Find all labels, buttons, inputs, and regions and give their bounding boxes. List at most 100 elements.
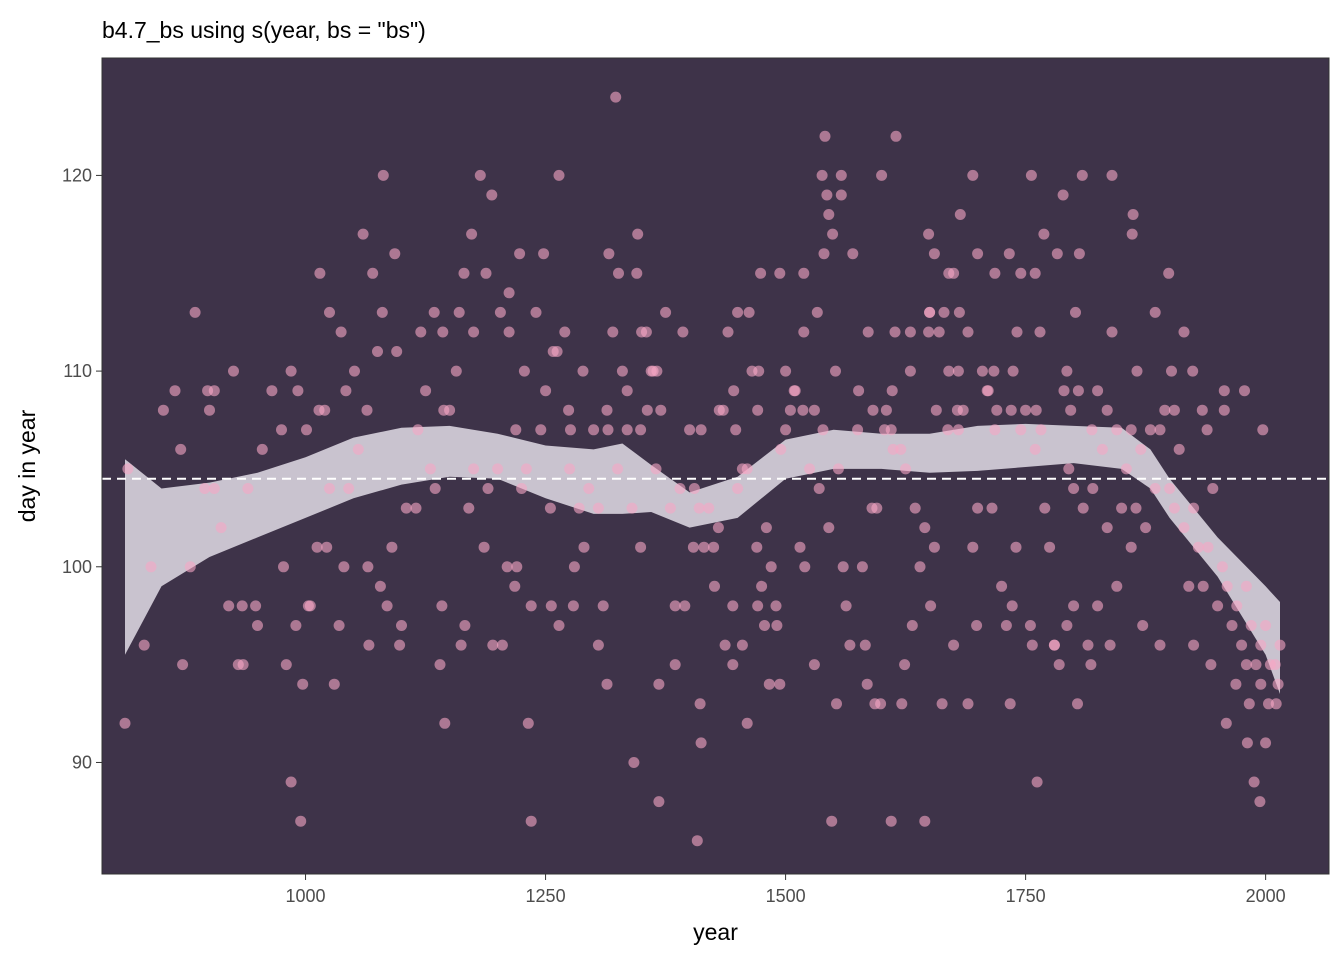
data-point — [640, 326, 652, 338]
data-point — [374, 580, 386, 592]
data-point — [292, 385, 304, 397]
data-point — [1250, 659, 1262, 671]
data-point — [852, 424, 864, 436]
data-point — [798, 267, 810, 279]
data-point — [780, 365, 792, 377]
data-point — [628, 757, 640, 768]
data-point — [904, 326, 916, 338]
data-point — [1187, 365, 1199, 377]
data-point — [991, 404, 1003, 416]
data-point — [808, 659, 820, 671]
data-point — [530, 306, 542, 318]
data-point — [1163, 267, 1175, 279]
data-point — [988, 365, 1000, 377]
data-point — [971, 620, 983, 631]
data-point — [653, 678, 665, 690]
data-point — [952, 365, 964, 377]
data-point — [1243, 698, 1255, 710]
data-point — [655, 404, 667, 416]
data-point — [381, 600, 393, 612]
data-point — [816, 169, 828, 181]
data-point — [771, 620, 783, 631]
data-point — [1003, 248, 1015, 260]
data-point — [1230, 678, 1242, 690]
data-point — [237, 659, 249, 671]
data-point — [1192, 541, 1204, 553]
data-point — [693, 502, 705, 514]
data-point — [641, 404, 653, 416]
data-point — [583, 483, 595, 494]
data-point — [1010, 541, 1022, 553]
data-point — [712, 522, 724, 534]
data-point — [157, 404, 169, 416]
data-point — [856, 561, 868, 573]
data-point — [1144, 424, 1156, 436]
data-point — [741, 463, 753, 475]
data-point — [1106, 326, 1118, 338]
y-tick-label: 100 — [62, 557, 92, 577]
data-point — [1006, 600, 1018, 612]
data-point — [823, 522, 835, 534]
data-point — [1030, 404, 1042, 416]
data-point — [621, 385, 633, 397]
data-point — [1068, 483, 1080, 494]
data-point — [567, 600, 579, 612]
data-point — [808, 404, 820, 416]
data-point — [250, 600, 262, 612]
data-point — [285, 776, 297, 788]
data-point — [879, 424, 890, 436]
data-point — [184, 561, 196, 573]
data-point — [1270, 698, 1282, 710]
data-point — [708, 541, 720, 553]
data-point — [798, 326, 810, 338]
data-point — [674, 483, 686, 494]
data-point — [1125, 424, 1137, 436]
data-point — [886, 385, 898, 397]
data-point — [333, 620, 345, 631]
data-point — [688, 483, 700, 494]
data-point — [904, 365, 916, 377]
data-point — [730, 424, 742, 436]
data-point — [1196, 404, 1208, 416]
data-point — [1205, 659, 1217, 671]
data-point — [494, 306, 506, 318]
data-point — [372, 346, 383, 357]
data-point — [290, 620, 302, 631]
data-point — [989, 267, 1001, 279]
points-layer — [119, 91, 1286, 847]
data-point — [1007, 365, 1019, 377]
data-point — [1057, 189, 1069, 201]
data-point — [943, 267, 955, 279]
data-point — [438, 404, 450, 416]
data-point — [953, 306, 965, 318]
data-point — [1140, 522, 1152, 534]
data-point — [986, 502, 998, 514]
data-point — [1168, 404, 1180, 416]
data-point — [626, 502, 638, 514]
data-point — [928, 248, 940, 260]
data-point — [1077, 502, 1089, 514]
data-point — [1166, 365, 1177, 377]
data-point — [819, 130, 831, 142]
data-point — [338, 561, 350, 573]
data-point — [669, 600, 681, 612]
data-point — [1236, 639, 1248, 651]
data-point — [1221, 580, 1233, 592]
data-point — [1034, 326, 1046, 338]
data-point — [923, 326, 935, 338]
data-point — [875, 698, 887, 710]
panel-border — [101, 57, 1330, 875]
data-point — [853, 385, 865, 397]
data-point — [817, 424, 829, 436]
data-point — [1104, 639, 1116, 651]
data-point — [1226, 620, 1238, 631]
data-point — [328, 678, 340, 690]
data-point — [631, 267, 643, 279]
data-point — [487, 639, 499, 651]
data-point — [1125, 541, 1137, 553]
data-point — [252, 620, 263, 631]
data-point — [1159, 404, 1171, 416]
data-point — [1082, 639, 1094, 651]
data-point — [1011, 326, 1023, 338]
data-point — [1216, 561, 1228, 573]
